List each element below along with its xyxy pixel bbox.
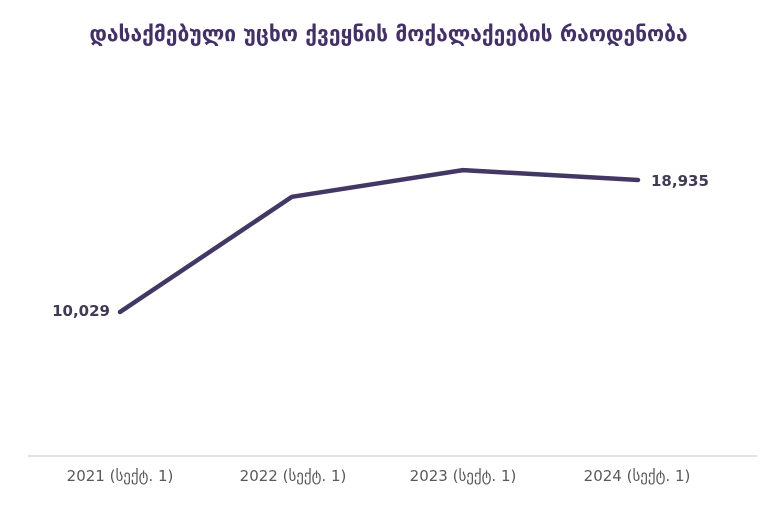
data-label-last-point: 18,935 [651,172,709,190]
data-label-first-point: 10,029 [52,302,110,320]
data-series-line [117,167,641,315]
x-axis-tick-label: 2023 (სექტ. 1) [409,467,517,485]
x-axis-tick-label: 2024 (სექტ. 1) [583,467,691,485]
x-axis-tick-label: 2021 (სექტ. 1) [66,467,174,485]
x-axis-tick-label: 2022 (სექტ. 1) [239,467,347,485]
chart-title: დასაქმებული უცხო ქვეყნის მოქალაქეების რა… [89,22,688,46]
